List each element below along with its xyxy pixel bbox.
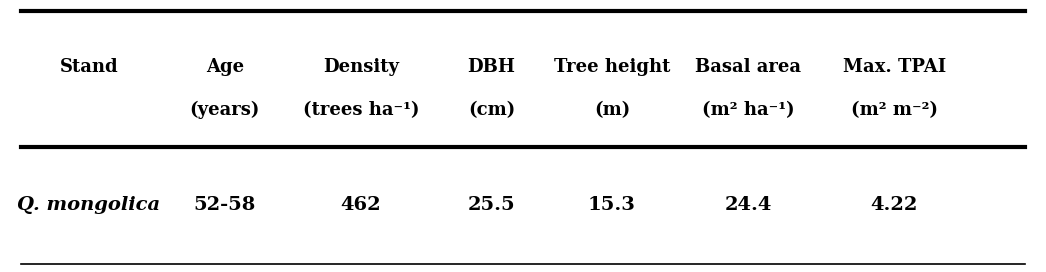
Text: (trees ha⁻¹): (trees ha⁻¹) [302, 101, 419, 119]
Text: 4.22: 4.22 [870, 196, 918, 214]
Text: (m² ha⁻¹): (m² ha⁻¹) [702, 101, 794, 119]
Text: Q. mongolica: Q. mongolica [18, 196, 160, 214]
Text: (years): (years) [189, 101, 260, 119]
Text: 25.5: 25.5 [468, 196, 516, 214]
Text: 52-58: 52-58 [194, 196, 256, 214]
Text: (m² m⁻²): (m² m⁻²) [850, 101, 938, 119]
Text: Tree height: Tree height [553, 58, 670, 76]
Text: 15.3: 15.3 [588, 196, 636, 214]
Text: (cm): (cm) [468, 101, 516, 119]
Text: Stand: Stand [60, 58, 118, 76]
Text: 462: 462 [341, 196, 381, 214]
Text: Density: Density [323, 58, 399, 76]
Text: 24.4: 24.4 [724, 196, 772, 214]
Text: Max. TPAI: Max. TPAI [843, 58, 946, 76]
Text: DBH: DBH [468, 58, 516, 76]
Text: Age: Age [206, 58, 244, 76]
Text: (m): (m) [594, 101, 630, 119]
Text: Basal area: Basal area [695, 58, 801, 76]
